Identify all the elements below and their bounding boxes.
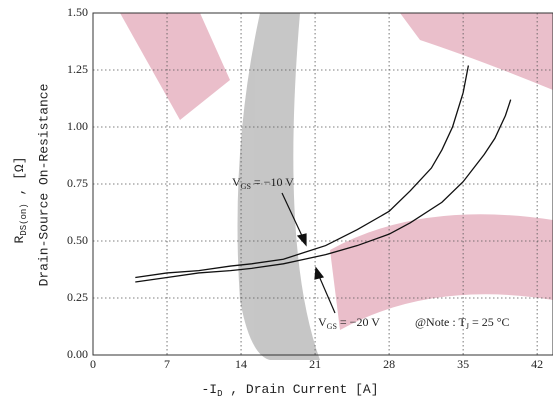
x-axis-label: -ID , Drain Current [A] [201,382,378,399]
x-tick-label: 35 [457,357,469,371]
annotation: VGS = −10 V [232,175,294,191]
x-tick-label: 28 [383,357,395,371]
annotation: VGS = −20 V [318,315,380,331]
plot-frame [92,12,553,356]
y-tick-label: 1.50 [67,5,88,19]
y-axis-label: RDS(on) , [Ω] [12,156,29,243]
y-axis-label: Drain-Source On-Resistance [36,84,51,287]
y-tick-label: 0.50 [67,233,88,247]
y-tick-label: 1.25 [67,62,88,76]
y-tick-label: 0.25 [67,290,88,304]
line-series [135,99,512,283]
y-tick-label: 0.75 [67,176,88,190]
watermark [120,13,553,360]
x-tick-label: 21 [309,357,321,371]
line-series [135,65,470,279]
x-tick-label: 0 [90,357,96,371]
arrows [281,192,336,314]
note: @Note : TJ = 25 °C [415,315,510,331]
x-tick-label: 7 [164,357,170,371]
x-tick-label: 14 [235,357,247,371]
x-tick-label: 42 [531,357,543,371]
y-tick-label: 1.00 [67,119,88,133]
y-tick-label: 0.00 [67,347,88,361]
